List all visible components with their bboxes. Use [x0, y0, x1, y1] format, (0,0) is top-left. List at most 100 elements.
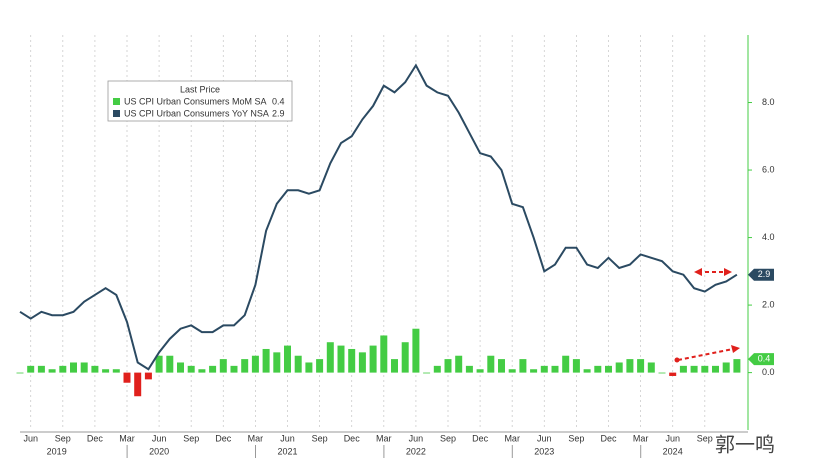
bar [358, 352, 366, 373]
annotations [674, 268, 740, 363]
bar [294, 355, 302, 373]
bar [658, 372, 666, 374]
bar [102, 369, 110, 373]
year-label: 2019 [47, 446, 67, 456]
bar [230, 365, 238, 373]
arrow-head [731, 345, 740, 353]
bar [444, 359, 452, 373]
year-label: 2024 [663, 446, 683, 456]
bar [198, 369, 206, 373]
bar [562, 355, 570, 373]
year-label: 2020 [149, 446, 169, 456]
last-tag [748, 353, 774, 366]
y-tick-label: 8.0 [762, 97, 775, 107]
last-tag [748, 268, 774, 281]
x-tick-label: Dec [472, 433, 489, 443]
x-tick-label: Mar [376, 433, 392, 443]
x-tick-label: Sep [568, 433, 584, 443]
bar [326, 342, 334, 373]
bar [605, 365, 612, 373]
x-tick-label: Sep [312, 433, 328, 443]
bar [177, 362, 184, 373]
bar [594, 365, 602, 373]
x-tick-label: Jun [23, 433, 38, 443]
bar [380, 335, 388, 373]
bar [391, 359, 398, 373]
legend-value: 2.9 [272, 108, 285, 118]
bar [401, 342, 409, 373]
bar [91, 365, 99, 373]
x-tick-label: Mar [119, 433, 135, 443]
x-tick-label: Sep [183, 433, 199, 443]
x-tick-label: Jun [409, 433, 424, 443]
arrow [677, 348, 734, 361]
x-tick-label: Dec [87, 433, 104, 443]
bar [669, 372, 677, 376]
legend-label: US CPI Urban Consumers MoM SA [124, 96, 267, 106]
bar [70, 362, 77, 373]
bar [123, 372, 131, 383]
bar [316, 359, 324, 373]
legend-label: US CPI Urban Consumers YoY NSA [124, 108, 269, 118]
x-tick-label: Jun [280, 433, 295, 443]
bar [679, 365, 687, 373]
bar [16, 372, 24, 374]
year-label: 2021 [277, 446, 297, 456]
bar [262, 348, 270, 373]
bar [690, 365, 698, 373]
legend-swatch [113, 110, 120, 117]
bar [134, 372, 142, 397]
x-tick-label: Sep [440, 433, 456, 443]
bar [209, 365, 217, 373]
year-label: 2022 [406, 446, 426, 456]
bar [551, 365, 559, 373]
bar [305, 362, 313, 373]
x-tick-label: Dec [215, 433, 232, 443]
last-value-label: 0.4 [758, 353, 771, 363]
bar [722, 362, 730, 373]
x-tick-label: Jun [152, 433, 167, 443]
bar [465, 365, 473, 373]
bar [433, 365, 441, 373]
bar [80, 362, 88, 373]
legend: Last Price US CPI Urban Consumers MoM SA… [107, 80, 293, 122]
x-tick-label: Sep [55, 433, 71, 443]
x-tick-label: Dec [600, 433, 617, 443]
bar [583, 369, 591, 373]
bar [712, 365, 719, 373]
bar [540, 365, 548, 373]
bar [348, 348, 356, 373]
bar [166, 355, 174, 373]
x-tick-label: Jun [537, 433, 552, 443]
year-label: 2023 [534, 446, 554, 456]
y-tick-label: 2.0 [762, 299, 775, 309]
x-tick-label: Mar [504, 433, 520, 443]
bar [423, 372, 431, 374]
bar [155, 355, 163, 373]
line [19, 63, 738, 371]
bar [487, 355, 495, 373]
bar [48, 369, 56, 373]
bar [27, 365, 35, 373]
last-value-label: 2.9 [758, 269, 771, 279]
bar [530, 369, 538, 373]
bar [498, 359, 505, 373]
bar [637, 359, 645, 373]
y-tick-label: 4.0 [762, 232, 775, 242]
bar [219, 359, 227, 373]
bar [337, 345, 345, 373]
bar [412, 328, 420, 373]
bar [455, 355, 463, 373]
legend-value: 0.4 [272, 96, 285, 106]
bar [187, 365, 195, 373]
x-tick-label: Jun [665, 433, 680, 443]
watermark: 郭一鸣 [715, 433, 775, 456]
bar [59, 365, 67, 373]
bar [112, 369, 120, 373]
bar [476, 369, 484, 373]
x-tick-label: Mar [633, 433, 649, 443]
bar [284, 345, 291, 373]
x-tick-label: Sep [697, 433, 713, 443]
bar [37, 365, 45, 373]
